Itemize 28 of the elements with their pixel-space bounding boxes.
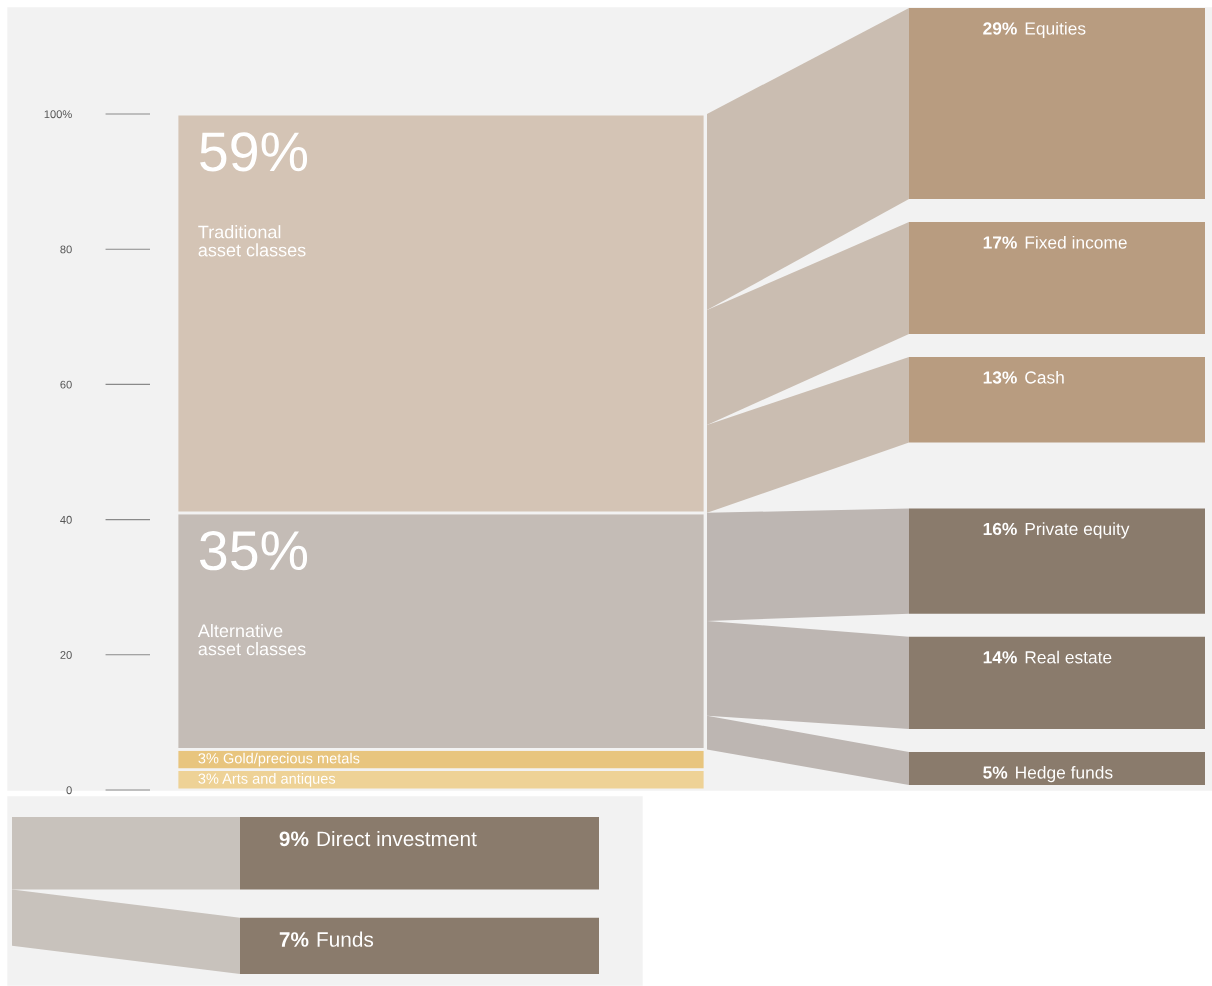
y-tick-label: 40 xyxy=(60,515,72,524)
data-label: 7% xyxy=(279,932,309,947)
category-label: Hedge funds xyxy=(1016,765,1113,783)
y-tick-label: 80 xyxy=(60,245,72,254)
y-tick-label: 100% xyxy=(44,110,72,119)
series-label: Traditional asset classes xyxy=(198,225,306,257)
category-label: Funds xyxy=(317,931,374,947)
data-label: 13% xyxy=(983,371,1017,384)
data-label: 29% xyxy=(983,22,1017,35)
data-label: 14% xyxy=(983,651,1017,664)
series-label: Alternative asset classes xyxy=(197,623,306,656)
text: 3% Gold/precious metals xyxy=(198,752,360,767)
y-tick-label: 20 xyxy=(60,651,72,659)
category-label: Equities xyxy=(1025,21,1086,39)
text: 3% Arts and antiques xyxy=(198,773,336,787)
data-label: 59% xyxy=(200,132,308,172)
data-label: 5% xyxy=(983,766,1008,779)
y-tick-label: 0 xyxy=(66,786,72,795)
data-label: 16% xyxy=(983,522,1017,536)
category-label: Private equity xyxy=(1025,522,1130,539)
category-label: Fixed income xyxy=(1025,235,1127,249)
y-tick-label: 60 xyxy=(60,380,72,389)
data-label: 9% xyxy=(279,831,309,847)
category-label: Cash xyxy=(1025,370,1064,384)
data-label: 35% xyxy=(199,530,308,571)
data-label: 17% xyxy=(983,236,1017,249)
category-label: Direct investment xyxy=(317,830,477,847)
category-label: Real estate xyxy=(1025,650,1112,664)
